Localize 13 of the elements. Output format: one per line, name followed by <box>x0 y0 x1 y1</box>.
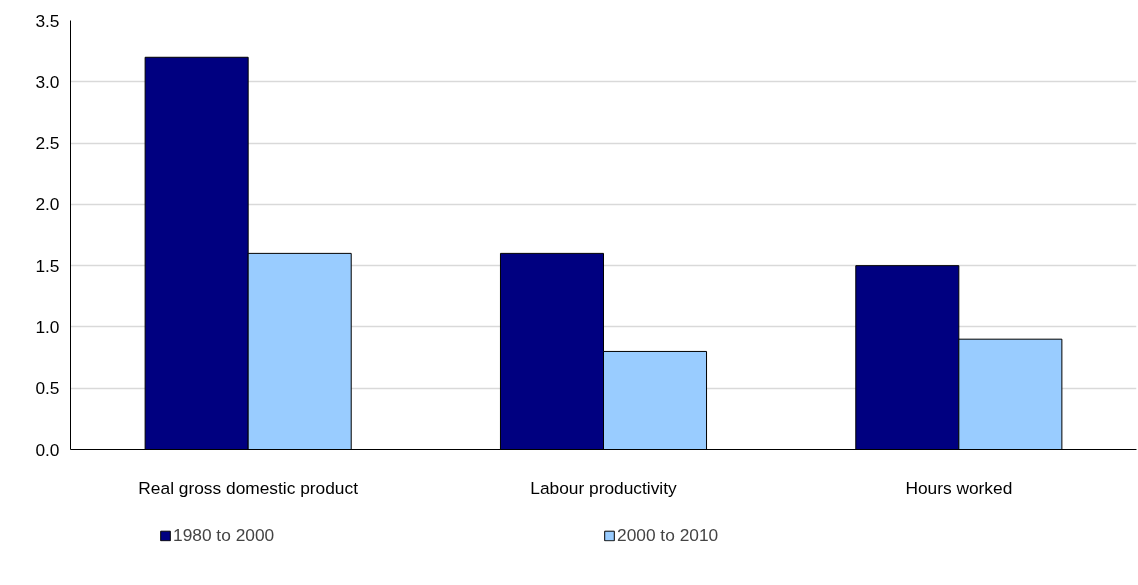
y-tick-label: 2.5 <box>35 133 60 154</box>
x-tick-label: Real gross domestic product <box>138 477 359 498</box>
y-tick-label: 0.0 <box>35 439 60 460</box>
y-tick-label: 1.0 <box>35 316 60 337</box>
legend-label: 2000 to 2010 <box>617 524 720 546</box>
x-tick-label: Labour productivity <box>530 477 678 498</box>
legend-label: 1980 to 2000 <box>173 524 276 546</box>
y-tick-label: 0.5 <box>35 378 60 399</box>
x-tick-label: Hours worked <box>905 477 1013 498</box>
y-tick-label: 2.0 <box>35 194 60 215</box>
y-tick-label: 3.5 <box>35 10 60 31</box>
y-tick-label: 3.0 <box>35 71 60 92</box>
y-tick-label: 1.5 <box>35 255 60 276</box>
